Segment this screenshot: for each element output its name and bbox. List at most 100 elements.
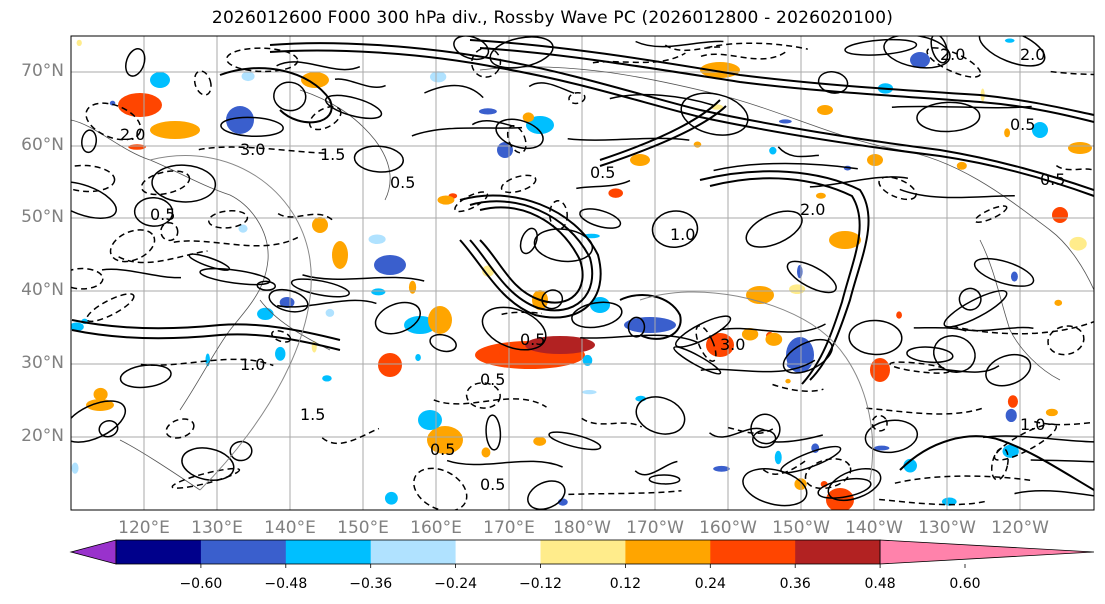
- contour-label: 0.5: [520, 330, 545, 349]
- contour-label: 1.0: [1020, 415, 1045, 434]
- contour-solid: [446, 459, 563, 468]
- contour-solid: [817, 477, 872, 499]
- contour-labels: 2.0 0.5 3.0 1.5 0.5 1.0 2.0 0.5 1.0 0.5 2.0 0.5 1.0 0…: [120, 45, 1065, 494]
- colorbar-segment: [795, 540, 881, 564]
- contour-solid: [719, 323, 826, 333]
- divergence-patch: [582, 354, 593, 366]
- map-title: 2026012600 F000 300 hPa div., Rossby Wav…: [211, 8, 894, 28]
- divergence-patch: [522, 112, 535, 123]
- divergence-patch: [86, 399, 114, 411]
- divergence-shading: [71, 38, 1092, 510]
- contour-dashed: [1034, 420, 1094, 426]
- divergence-patch: [1068, 142, 1092, 154]
- longitude-label: 120°W: [991, 518, 1049, 538]
- contour-solid: [277, 299, 377, 308]
- divergence-patch: [1004, 128, 1011, 138]
- contour-solid: [651, 210, 699, 248]
- divergence-patch: [903, 458, 917, 473]
- contour-solid: [634, 460, 678, 476]
- contour-solid: [771, 434, 823, 443]
- contour-solid: [752, 429, 777, 449]
- contour-label: 0.5: [480, 475, 505, 494]
- colorbar-tick-label: −0.60: [179, 576, 223, 592]
- contour-solid: [71, 329, 341, 351]
- pc-outline: [639, 291, 873, 481]
- contour-label: 0.5: [1040, 170, 1065, 189]
- divergence-patch: [384, 491, 398, 505]
- contour-dashed: [109, 229, 156, 263]
- divergence-patch: [910, 52, 930, 68]
- contour-solid: [1014, 490, 1094, 497]
- contour-label: 2.0: [120, 125, 145, 144]
- contour-solid: [673, 346, 722, 375]
- contour-dashed: [500, 174, 537, 194]
- contour-solid: [635, 396, 686, 435]
- contour-dashed: [140, 358, 274, 367]
- contour-solid: [906, 346, 954, 364]
- contour-solid: [411, 126, 523, 137]
- latitude-label: 70°N: [21, 61, 64, 81]
- divergence-patch: [525, 336, 595, 354]
- divergence-patch: [713, 465, 730, 472]
- latitude-label: 60°N: [21, 135, 64, 155]
- contour-solid: [481, 306, 547, 351]
- contour-solid: [579, 208, 622, 229]
- divergence-patch: [590, 297, 610, 313]
- contour-solid: [599, 105, 727, 167]
- contour-solid: [527, 480, 566, 510]
- contour-dashed: [879, 498, 987, 506]
- contour-label: 0.5: [150, 205, 175, 224]
- contour-label: 0.5: [1010, 115, 1035, 134]
- divergence-patch: [415, 353, 421, 362]
- divergence-patch: [150, 121, 200, 139]
- longitude-label: 160°W: [699, 518, 757, 538]
- contour-label: 3.0: [240, 140, 265, 159]
- divergence-patch: [226, 106, 254, 134]
- contour-solid: [709, 427, 766, 438]
- contour-solid: [290, 278, 350, 298]
- divergence-patch: [526, 116, 554, 134]
- contour-dashed: [894, 475, 1031, 484]
- contour-dashed: [548, 200, 568, 230]
- contour-dashed: [952, 320, 1094, 335]
- contour-label: 0.5: [390, 173, 415, 192]
- contour-solid: [256, 280, 277, 291]
- contour-solid: [648, 474, 681, 485]
- longitude-label: 180°W: [553, 518, 611, 538]
- contour-solid: [424, 84, 484, 99]
- colorbar-extend-low: [69, 539, 117, 565]
- contour-solid: [334, 78, 386, 88]
- divergence-patch: [332, 241, 348, 269]
- contour-label: 0.5: [590, 163, 615, 182]
- contour-dashed: [1047, 325, 1085, 356]
- divergence-patch: [429, 71, 447, 83]
- contour-solid: [133, 197, 174, 227]
- contour-dashed: [470, 47, 502, 78]
- divergence-patch: [257, 307, 274, 321]
- contour-dashed: [193, 70, 212, 96]
- contour-solid: [913, 326, 967, 332]
- contour-solid: [627, 316, 646, 338]
- contour-label: 2.0: [800, 200, 825, 219]
- colorbar-segment: [370, 540, 457, 564]
- latitude-label: 30°N: [21, 353, 64, 373]
- contour-solid: [899, 188, 1015, 199]
- contour-dashed: [140, 170, 191, 196]
- colorbar: [69, 539, 1095, 568]
- contour-dashed: [277, 212, 335, 222]
- colorbar-segment: [285, 540, 372, 564]
- divergence-patch: [428, 306, 452, 334]
- contour-dashed: [568, 91, 586, 105]
- contour-solid: [567, 137, 690, 141]
- contour-dashed: [990, 447, 1009, 481]
- colorbar-segment: [710, 540, 796, 564]
- divergence-patch: [826, 488, 854, 510]
- contour-dashed: [501, 311, 542, 316]
- divergence-patch: [789, 284, 806, 294]
- divergence-patch: [408, 280, 417, 294]
- divergence-patch: [867, 154, 883, 166]
- contour-solid: [220, 116, 284, 138]
- contour-dashed: [728, 426, 777, 434]
- divergence-patch: [785, 378, 791, 384]
- contour-solid: [864, 419, 919, 454]
